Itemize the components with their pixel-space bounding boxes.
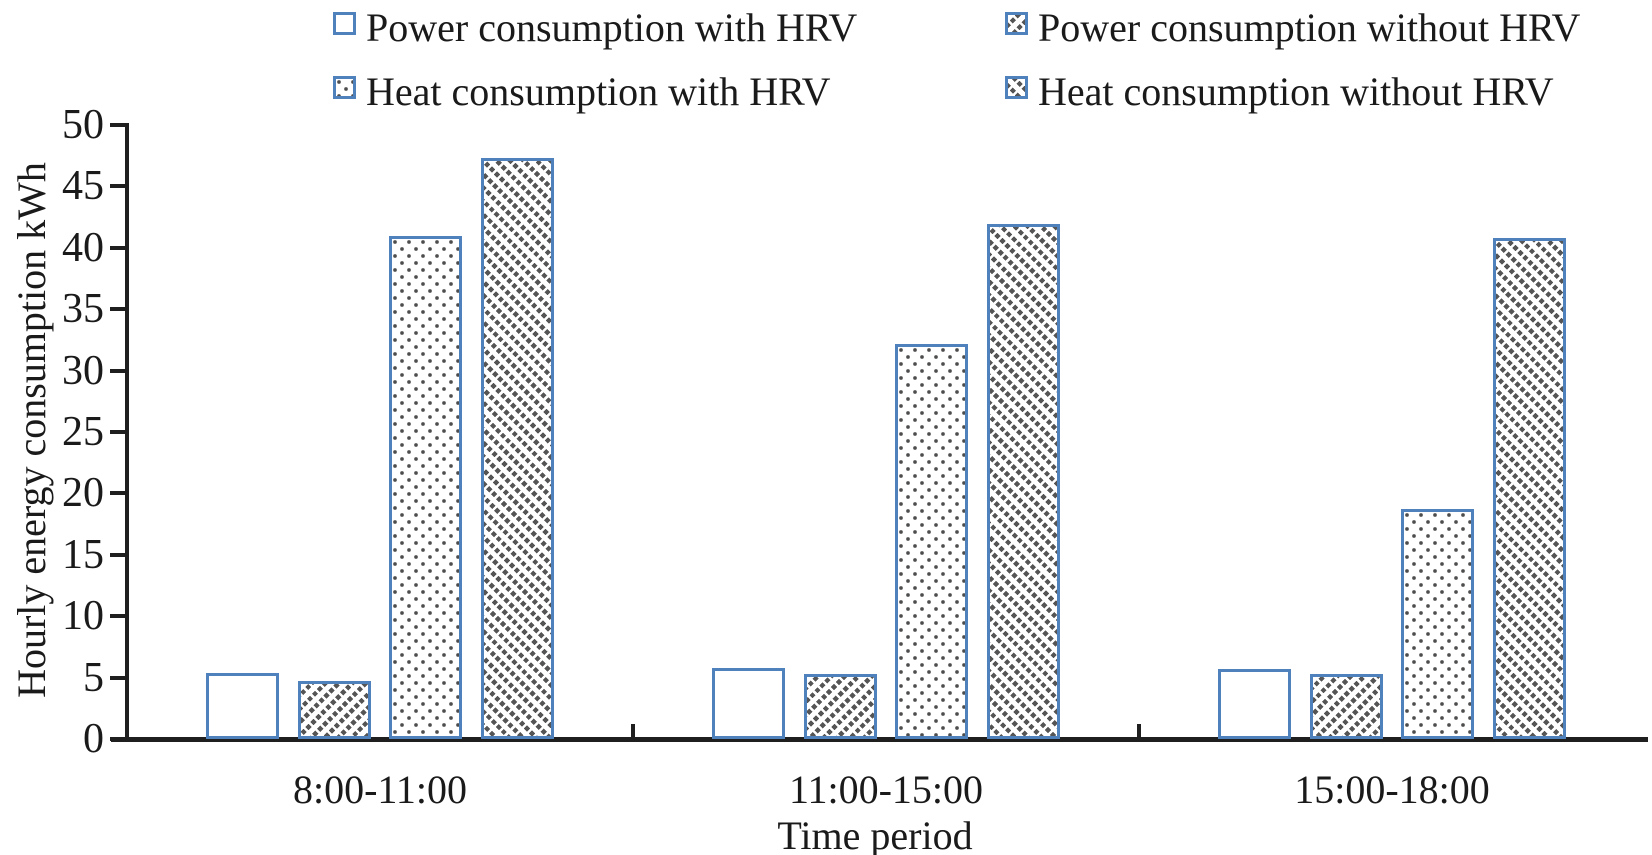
y-axis-tick	[110, 614, 126, 619]
legend-item-heat-without-hrv: Heat consumption without HRV	[1005, 70, 1554, 114]
y-tick-label: 20	[62, 470, 104, 517]
legend-swatch-power-with-hrv-icon	[333, 12, 356, 35]
y-tick-label: 15	[62, 531, 104, 578]
legend-label: Power consumption without HRV	[1038, 5, 1581, 50]
x-axis-line	[111, 737, 1648, 742]
bar-diag-up-cat1	[803, 673, 877, 739]
legend-label: Power consumption with HRV	[366, 5, 858, 50]
bar-dots-cat0	[389, 235, 463, 739]
legend-item-heat-with-hrv: Heat consumption with HRV	[333, 70, 831, 114]
y-axis-tick	[110, 123, 126, 127]
y-tick-label: 10	[62, 593, 104, 640]
bar-diag-up-cat0	[297, 681, 371, 739]
legend-item-power-without-hrv: Power consumption without HRV	[1005, 6, 1580, 50]
y-axis-tick	[110, 552, 126, 557]
y-axis-line	[125, 123, 129, 742]
bar-plain-cat1	[712, 667, 786, 739]
bar-diag-down-cat1	[986, 224, 1060, 739]
y-axis-tick	[110, 184, 126, 189]
legend-label: Heat consumption without HRV	[1038, 69, 1554, 114]
y-tick-label: 5	[83, 654, 104, 701]
bar-plain-cat0	[206, 672, 280, 739]
y-tick-label: 45	[62, 163, 104, 210]
x-axis-tick	[631, 724, 635, 737]
y-tick-label: 40	[62, 224, 104, 271]
bar-diag-down-cat0	[480, 158, 554, 739]
bar-dots-cat1	[895, 343, 969, 739]
bar-diag-down-cat2	[1492, 237, 1566, 739]
y-axis-tick	[110, 737, 126, 741]
legend-swatch-power-without-hrv-icon	[1005, 12, 1028, 35]
y-axis-tick	[110, 307, 126, 312]
bar-plain-cat2	[1218, 669, 1292, 739]
bar-dots-cat2	[1401, 509, 1475, 739]
y-tick-label: 25	[62, 409, 104, 455]
x-category-label: 15:00-18:00	[1294, 767, 1490, 812]
x-axis-tick	[1137, 724, 1141, 737]
y-axis-tick	[110, 368, 126, 373]
y-axis-tick	[110, 491, 126, 496]
x-category-label: 8:00-11:00	[292, 767, 468, 812]
y-tick-label: 50	[62, 102, 104, 148]
x-category-label: 11:00-15:00	[788, 767, 984, 812]
y-axis-tick	[110, 675, 126, 680]
y-tick-label: 30	[62, 347, 104, 394]
legend-swatch-heat-without-hrv-icon	[1005, 76, 1028, 99]
legend-label: Heat consumption with HRV	[366, 69, 831, 114]
y-tick-label: 0	[83, 716, 104, 762]
bar-diag-up-cat2	[1309, 673, 1383, 739]
legend-item-power-with-hrv: Power consumption with HRV	[333, 6, 857, 50]
y-axis-tick	[110, 430, 126, 434]
x-axis-title: Time period	[777, 813, 973, 855]
legend-swatch-heat-with-hrv-icon	[333, 76, 356, 99]
y-axis-tick	[110, 245, 126, 250]
y-tick-label: 35	[62, 286, 104, 333]
